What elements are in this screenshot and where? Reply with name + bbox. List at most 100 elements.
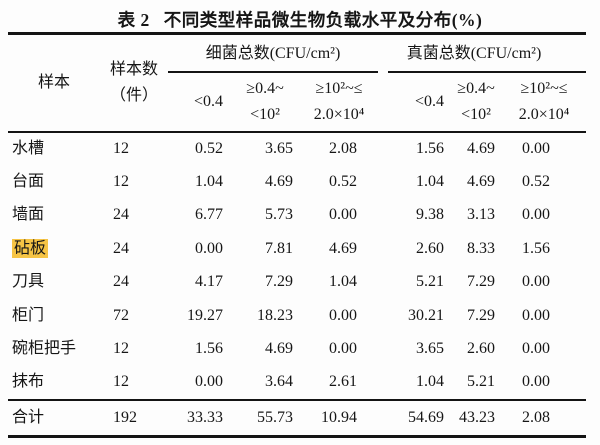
subheader-fungi-high: ≥10²~≤ 2.0×10⁴ xyxy=(502,72,586,133)
data-table: 样本 样本数 （件） 细菌总数(CFU/cm²) 真菌总数(CFU/cm²) <… xyxy=(8,32,586,438)
header-row-ranges: <0.4 ≥0.4~ <10² ≥10²~≤ 2.0×10⁴ <0.4 ≥0.4… xyxy=(8,72,586,133)
cell: 72 xyxy=(113,306,129,324)
total-cell: 54.69 xyxy=(378,398,450,437)
cell: 4.69 xyxy=(467,139,495,157)
cell: 8.33 xyxy=(467,239,495,257)
cell: 9.38 xyxy=(416,206,444,224)
cell: 24 xyxy=(113,206,129,224)
cell: 12 xyxy=(113,139,129,157)
table-number: 表 2 xyxy=(117,10,150,30)
table-row: 刀具 24 4.17 7.29 1.04 5.21 7.29 0.00 xyxy=(8,266,586,300)
cell: 0.52 xyxy=(329,172,357,190)
cell: 0.00 xyxy=(522,273,550,291)
cell: 1.04 xyxy=(416,172,444,190)
sample-name: 刀具 xyxy=(12,273,45,291)
table-row: 抹布 12 0.00 3.64 2.61 1.04 5.21 0.00 xyxy=(8,366,586,400)
cell: 3.64 xyxy=(265,373,293,391)
cell: 1.56 xyxy=(195,340,223,358)
total-cell: 192 xyxy=(100,398,168,437)
cell: 5.21 xyxy=(467,373,495,391)
cell: 0.52 xyxy=(195,139,223,157)
header-sample: 样本 xyxy=(8,33,100,133)
total-label: 合计 xyxy=(12,408,45,426)
cell: 1.56 xyxy=(416,139,444,157)
cell: 0.00 xyxy=(522,206,550,224)
cell: 0.00 xyxy=(522,139,550,157)
cell: 1.04 xyxy=(416,373,444,391)
table-row-highlighted: 砧板 24 0.00 7.81 4.69 2.60 8.33 1.56 xyxy=(8,232,586,266)
cell: 7.81 xyxy=(265,239,293,257)
subheader-bacteria-mid: ≥0.4~ <10² xyxy=(230,72,300,133)
total-cell: 55.73 xyxy=(230,398,300,437)
cell: 19.27 xyxy=(187,306,223,324)
cell: 30.21 xyxy=(408,306,444,324)
cell: 1.04 xyxy=(195,172,223,190)
cell: 1.04 xyxy=(329,273,357,291)
cell: 24 xyxy=(113,273,129,291)
cell: 12 xyxy=(113,373,129,391)
table-title: 表 2 不同类型样品微生物负载水平及分布(%) xyxy=(0,0,600,38)
table-total-row: 合计 192 33.33 55.73 10.94 54.69 43.23 2.0… xyxy=(8,398,586,437)
sample-name: 水槽 xyxy=(12,139,45,157)
cell: 4.69 xyxy=(329,239,357,257)
cell: 2.61 xyxy=(329,373,357,391)
cell: 7.29 xyxy=(265,273,293,291)
header-sample-count: 样本数 （件） xyxy=(100,33,168,133)
cell: 0.00 xyxy=(522,373,550,391)
header-sample-count-line2: （件） xyxy=(109,86,158,104)
cell: 12 xyxy=(113,340,129,358)
total-cell: 10.94 xyxy=(300,398,378,437)
total-cell: 43.23 xyxy=(450,398,502,437)
header-row-groups: 样本 样本数 （件） 细菌总数(CFU/cm²) 真菌总数(CFU/cm²) xyxy=(8,33,586,133)
sample-name-highlighted: 砧板 xyxy=(12,238,49,258)
cell: 5.21 xyxy=(416,273,444,291)
cell: 2.60 xyxy=(467,340,495,358)
cell: 4.17 xyxy=(195,273,223,291)
subheader-fungi-low: <0.4 xyxy=(378,72,450,133)
cell: 5.73 xyxy=(265,206,293,224)
subheader-bacteria-high: ≥10²~≤ 2.0×10⁴ xyxy=(300,72,378,133)
cell: 3.65 xyxy=(416,340,444,358)
cell: 0.00 xyxy=(329,206,357,224)
cell: 18.23 xyxy=(257,306,293,324)
cell: 4.69 xyxy=(265,340,293,358)
cell: 4.69 xyxy=(265,172,293,190)
cell: 3.13 xyxy=(467,206,495,224)
subheader-fungi-mid: ≥0.4~ <10² xyxy=(450,72,502,133)
sample-name: 台面 xyxy=(12,172,45,190)
cell: 7.29 xyxy=(467,306,495,324)
subheader-bacteria-low: <0.4 xyxy=(168,72,230,133)
header-sample-count-line1: 样本数 xyxy=(109,60,158,78)
cell: 0.00 xyxy=(522,340,550,358)
sample-name: 墙面 xyxy=(12,206,45,224)
table-row: 墙面 24 6.77 5.73 0.00 9.38 3.13 0.00 xyxy=(8,199,586,233)
header-bacteria-group: 细菌总数(CFU/cm²) xyxy=(168,34,378,73)
total-cell: 33.33 xyxy=(168,398,230,437)
header-fungi-group: 真菌总数(CFU/cm²) xyxy=(378,34,586,73)
cell: 0.52 xyxy=(522,172,550,190)
cell: 12 xyxy=(113,172,129,190)
cell: 0.00 xyxy=(329,340,357,358)
sample-name: 抹布 xyxy=(12,373,45,391)
cell: 0.00 xyxy=(195,239,223,257)
table-row: 台面 12 1.04 4.69 0.52 1.04 4.69 0.52 xyxy=(8,165,586,199)
table-row: 碗柜把手 12 1.56 4.69 0.00 3.65 2.60 0.00 xyxy=(8,333,586,367)
cell: 6.77 xyxy=(195,206,223,224)
cell: 7.29 xyxy=(467,273,495,291)
table-row: 水槽 12 0.52 3.65 2.08 1.56 4.69 0.00 xyxy=(8,132,586,166)
cell: 4.69 xyxy=(467,172,495,190)
cell: 24 xyxy=(113,239,129,257)
cell: 0.00 xyxy=(329,306,357,324)
total-cell: 2.08 xyxy=(502,398,586,437)
cell: 2.08 xyxy=(329,139,357,157)
sample-name: 柜门 xyxy=(12,306,45,324)
cell: 1.56 xyxy=(522,239,550,257)
table-title-text: 不同类型样品微生物负载水平及分布(%) xyxy=(163,10,483,30)
table-row: 柜门 72 19.27 18.23 0.00 30.21 7.29 0.00 xyxy=(8,299,586,333)
cell: 2.60 xyxy=(416,239,444,257)
sample-name: 碗柜把手 xyxy=(12,340,77,358)
cell: 0.00 xyxy=(522,306,550,324)
cell: 0.00 xyxy=(195,373,223,391)
cell: 3.65 xyxy=(265,139,293,157)
